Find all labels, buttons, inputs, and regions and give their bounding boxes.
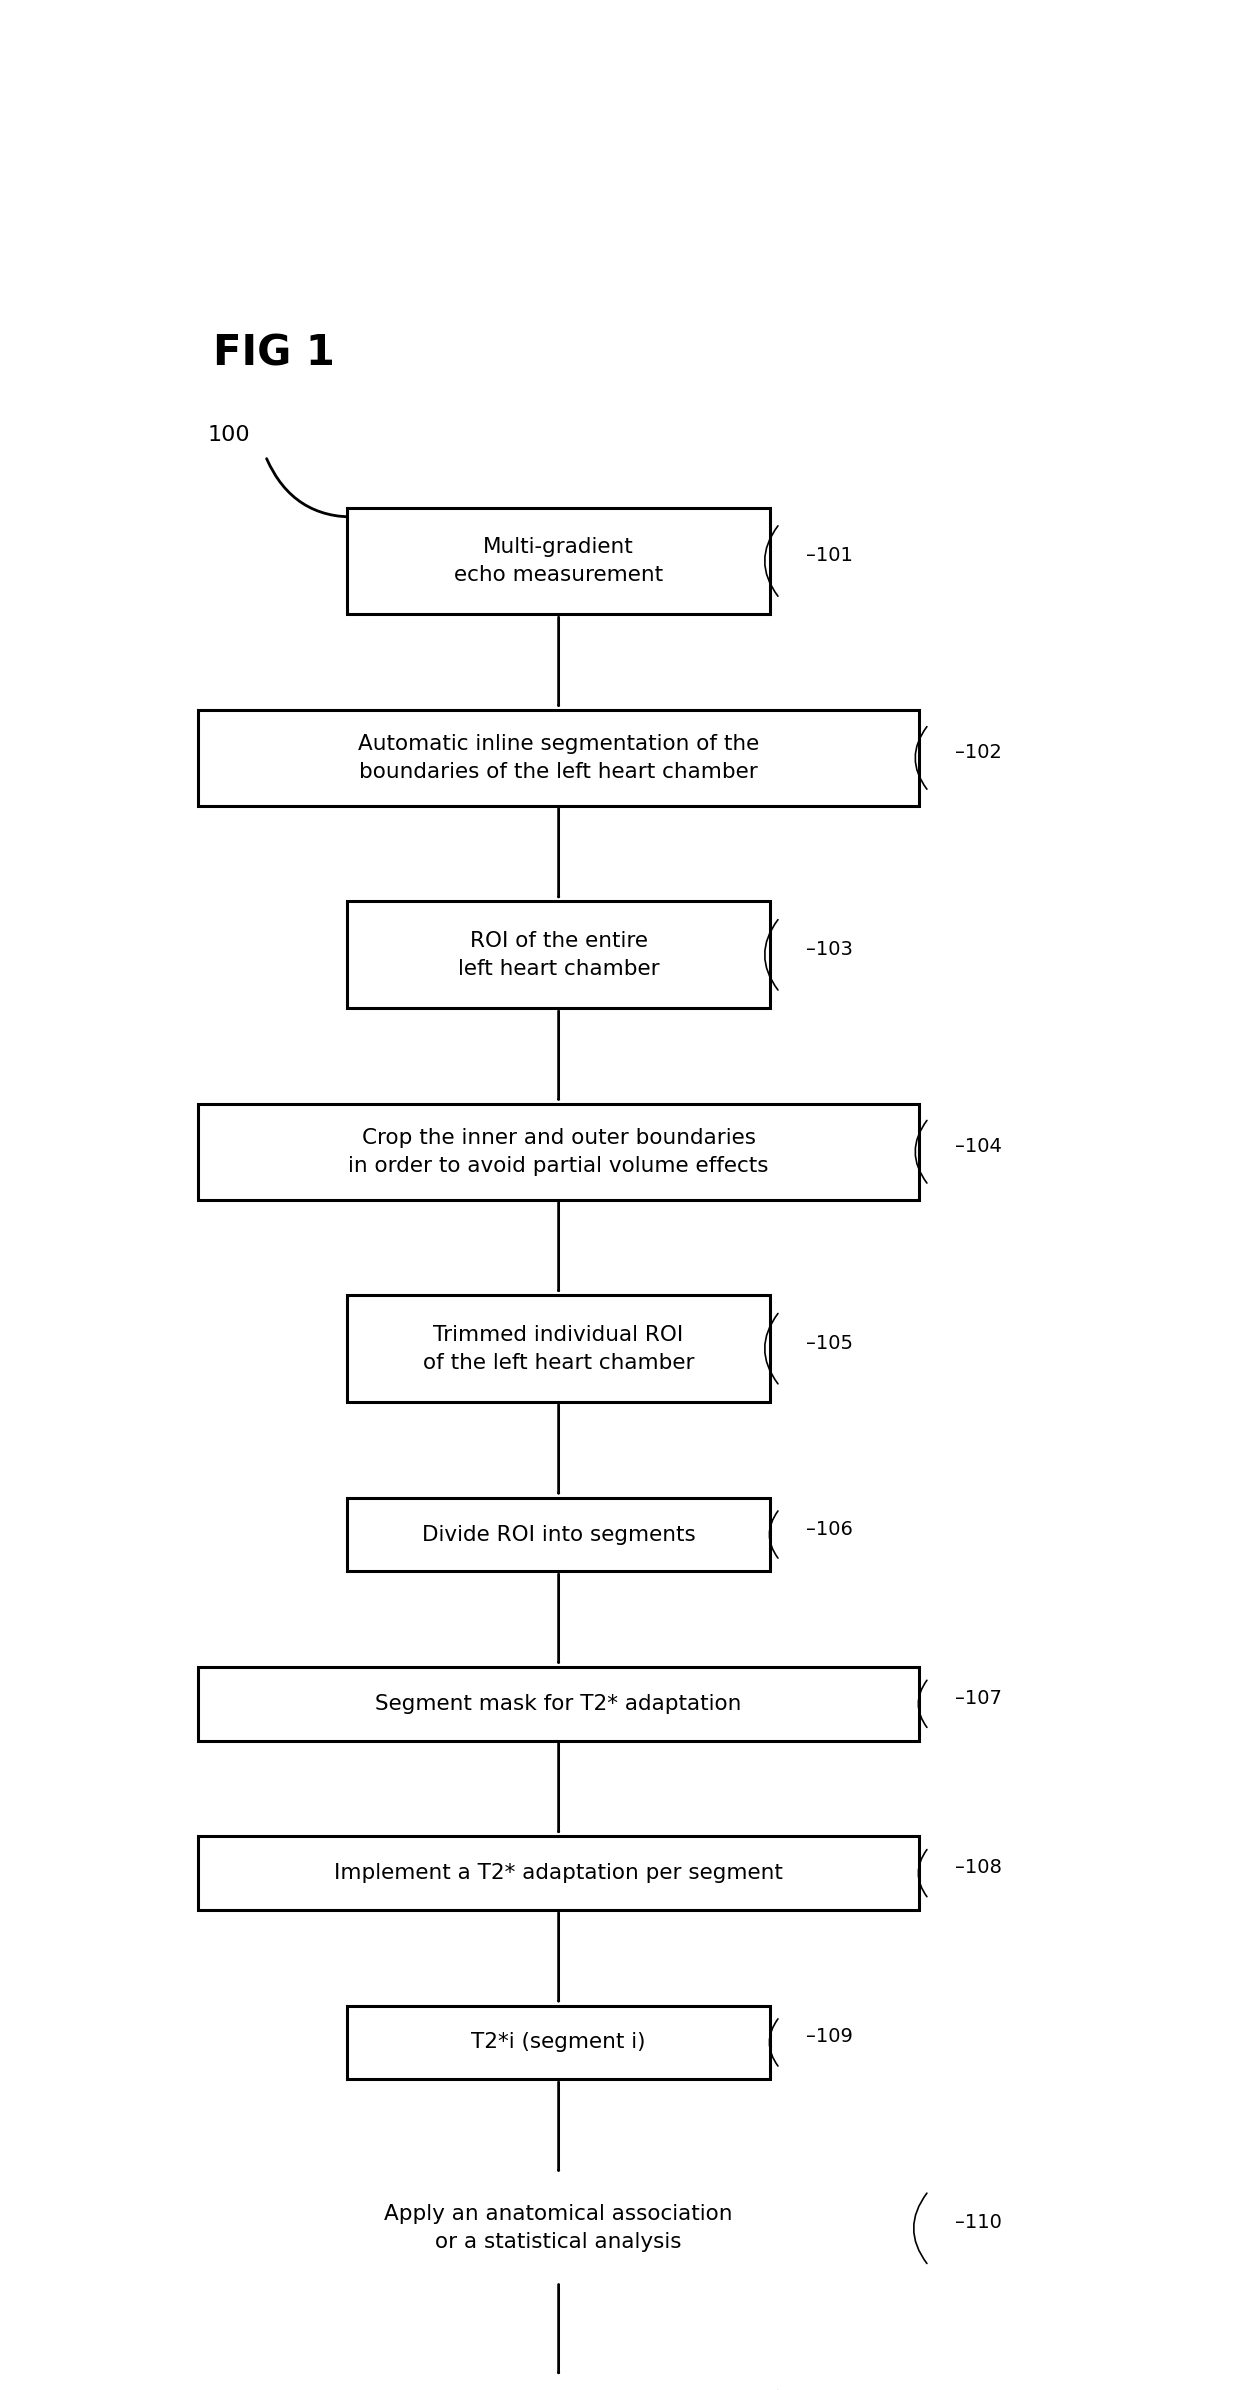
Text: –103: –103: [806, 939, 852, 958]
Bar: [347, 507, 770, 614]
Text: T2*i (segment i): T2*i (segment i): [471, 2032, 646, 2053]
Text: –109: –109: [806, 2027, 852, 2046]
Text: ROI of the entire
left heart chamber: ROI of the entire left heart chamber: [458, 930, 660, 980]
Text: –108: –108: [955, 1857, 1002, 1876]
Bar: [198, 710, 919, 805]
Text: –102: –102: [955, 743, 1002, 762]
Text: –106: –106: [806, 1520, 852, 1539]
Bar: [198, 1104, 919, 1200]
Bar: [347, 2005, 770, 2079]
Text: FIG 1: FIG 1: [213, 332, 335, 375]
Text: –107: –107: [955, 1690, 1002, 1709]
Text: –105: –105: [806, 1334, 853, 1353]
Bar: [347, 1499, 770, 1570]
Text: –104: –104: [955, 1138, 1002, 1157]
Text: Trimmed individual ROI
of the left heart chamber: Trimmed individual ROI of the left heart…: [423, 1324, 694, 1372]
Text: –110: –110: [955, 2213, 1002, 2232]
Bar: [347, 1295, 770, 1403]
Text: –101: –101: [806, 545, 852, 564]
Text: Automatic inline segmentation of the
boundaries of the left heart chamber: Automatic inline segmentation of the bou…: [358, 734, 759, 782]
Text: Divide ROI into segments: Divide ROI into segments: [422, 1525, 696, 1544]
Bar: [198, 1836, 919, 1910]
Text: Segment mask for T2* adaptation: Segment mask for T2* adaptation: [376, 1695, 742, 1714]
Bar: [347, 2378, 770, 2390]
Text: 100: 100: [208, 425, 250, 445]
Text: Implement a T2* adaptation per segment: Implement a T2* adaptation per segment: [335, 1864, 782, 1883]
Text: Crop the inner and outer boundaries
in order to avoid partial volume effects: Crop the inner and outer boundaries in o…: [348, 1128, 769, 1176]
Text: Apply an anatomical association
or a statistical analysis: Apply an anatomical association or a sta…: [384, 2204, 733, 2251]
Bar: [347, 901, 770, 1009]
Text: Multi-gradient
echo measurement: Multi-gradient echo measurement: [454, 538, 663, 586]
Bar: [198, 1668, 919, 1740]
Bar: [198, 2175, 919, 2282]
